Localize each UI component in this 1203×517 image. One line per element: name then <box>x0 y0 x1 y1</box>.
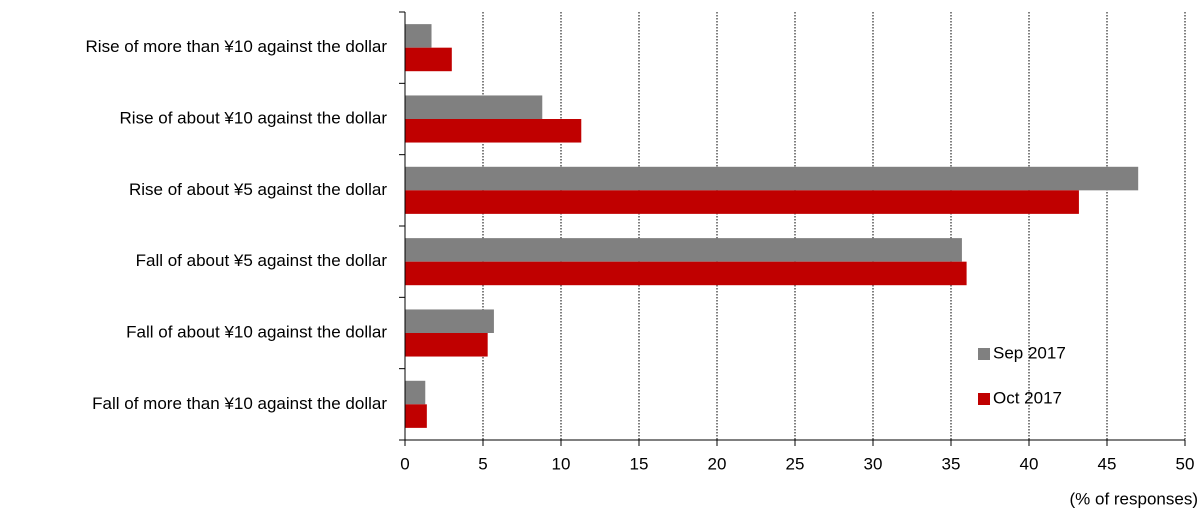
x-axis-label: (% of responses) <box>1070 489 1199 508</box>
y-tick-label: Rise of more than ¥10 against the dollar <box>86 37 388 56</box>
legend-swatch <box>978 348 990 360</box>
bar <box>405 190 1079 214</box>
x-tick-label: 5 <box>478 454 487 473</box>
legend-swatch <box>978 393 990 405</box>
bar <box>405 166 1139 191</box>
legend-label: Sep 2017 <box>993 343 1066 362</box>
x-tick-label: 40 <box>1020 454 1039 473</box>
bar <box>405 95 543 119</box>
x-tick-label: 10 <box>552 454 571 473</box>
bar <box>405 380 426 405</box>
x-tick-label: 0 <box>400 454 409 473</box>
bar <box>405 261 967 286</box>
x-tick-label: 20 <box>708 454 727 473</box>
y-tick-label: Rise of about ¥5 against the dollar <box>129 180 387 199</box>
y-tick-label: Fall of about ¥5 against the dollar <box>136 251 388 270</box>
bar <box>405 404 427 428</box>
x-tick-label: 35 <box>942 454 961 473</box>
bar <box>405 47 452 72</box>
x-tick-label: 30 <box>864 454 883 473</box>
x-tick-label: 50 <box>1176 454 1195 473</box>
x-tick-label: 45 <box>1098 454 1117 473</box>
bar <box>405 238 962 262</box>
y-tick-label: Rise of about ¥10 against the dollar <box>120 108 388 127</box>
y-tick-label: Fall of more than ¥10 against the dollar <box>92 394 387 413</box>
bar <box>405 333 488 357</box>
legend-label: Oct 2017 <box>993 388 1062 407</box>
x-tick-label: 25 <box>786 454 805 473</box>
y-tick-label: Fall of about ¥10 against the dollar <box>126 322 387 341</box>
bar <box>405 119 582 143</box>
x-tick-label: 15 <box>630 454 649 473</box>
bar <box>405 309 494 333</box>
bar <box>405 24 432 48</box>
